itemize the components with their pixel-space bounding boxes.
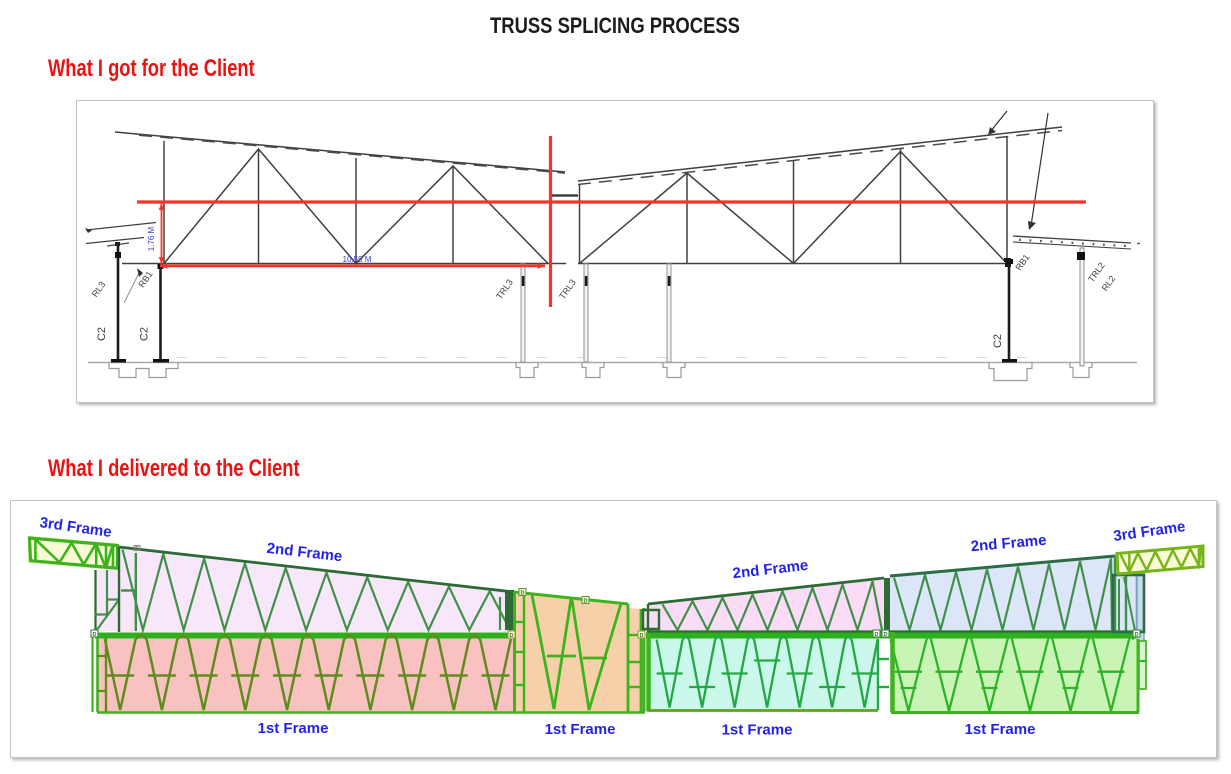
svg-text:D: D xyxy=(510,633,514,639)
svg-text:C2: C2 xyxy=(139,327,151,341)
svg-text:1.76 M: 1.76 M xyxy=(147,226,156,251)
svg-text:RB1: RB1 xyxy=(1013,252,1031,272)
svg-text:C2: C2 xyxy=(96,327,108,341)
svg-text:D: D xyxy=(884,632,888,638)
svg-text:1st Frame: 1st Frame xyxy=(965,721,1036,738)
svg-text:D: D xyxy=(584,599,588,605)
svg-text:1st Frame: 1st Frame xyxy=(258,720,329,737)
svg-text:10.59 M: 10.59 M xyxy=(343,255,372,264)
svg-text:3rd Frame: 3rd Frame xyxy=(1112,518,1186,545)
svg-text:D: D xyxy=(93,632,97,638)
svg-text:1st Frame: 1st Frame xyxy=(722,722,793,739)
svg-text:D: D xyxy=(135,546,139,552)
svg-text:2nd Frame: 2nd Frame xyxy=(266,540,343,565)
svg-text:D: D xyxy=(1135,632,1139,638)
svg-text:D: D xyxy=(875,632,879,638)
svg-text:D: D xyxy=(640,633,644,639)
svg-text:2nd Frame: 2nd Frame xyxy=(732,557,809,582)
svg-text:C2: C2 xyxy=(992,334,1004,348)
svg-text:1st Frame: 1st Frame xyxy=(545,721,616,738)
svg-text:RL2: RL2 xyxy=(1100,274,1118,293)
svg-text:3rd Frame: 3rd Frame xyxy=(39,514,113,541)
svg-text:D: D xyxy=(521,591,525,597)
svg-text:TRL3: TRL3 xyxy=(494,277,515,301)
svg-text:RL3: RL3 xyxy=(90,280,108,299)
svg-text:TRL3: TRL3 xyxy=(557,277,578,301)
svg-text:2nd Frame: 2nd Frame xyxy=(970,532,1047,556)
